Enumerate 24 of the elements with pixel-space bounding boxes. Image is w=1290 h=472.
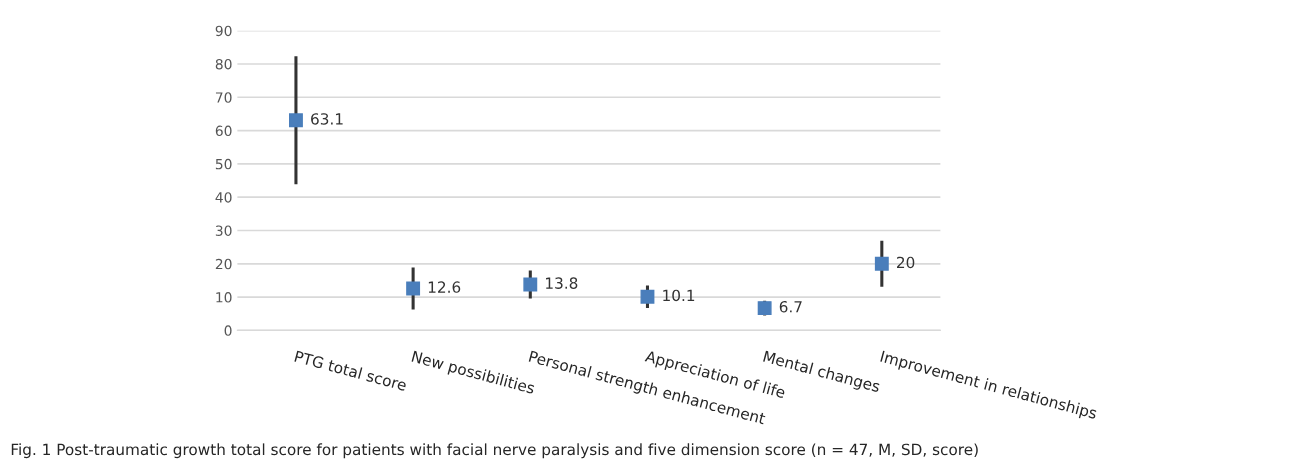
x-tick-label: PTG total score [294,350,408,392]
point [874,256,889,271]
point [640,289,655,304]
y-tick-label: 70 [215,92,232,103]
data-label: 13.8 [546,277,578,289]
y-tick-label: 40 [215,192,232,203]
y-tick-label: 80 [215,58,232,70]
point [406,281,421,296]
y-tick-label: 60 [215,125,232,137]
data-label: 12.6 [428,281,461,293]
y-tick-label: 20 [215,258,232,270]
point [289,113,303,128]
point [523,277,538,292]
data-label: 63.1 [311,113,343,125]
y-tick-label: 30 [215,225,232,236]
y-tick-label: 10 [216,292,232,303]
point [757,301,772,316]
data-label: 10.1 [663,289,695,302]
y-tick-label: 50 [215,158,232,170]
data-label: 6.7 [779,300,802,313]
y-tick-label: 0 [224,325,232,336]
data-label: 20 [897,256,915,269]
y-tick-label: 90 [215,25,232,37]
caption: Fig. 1 Post-traumatic growth total score for patients with facial nerve paralysis and five dimension score (n = 47, M, SD, score) [11,443,978,459]
